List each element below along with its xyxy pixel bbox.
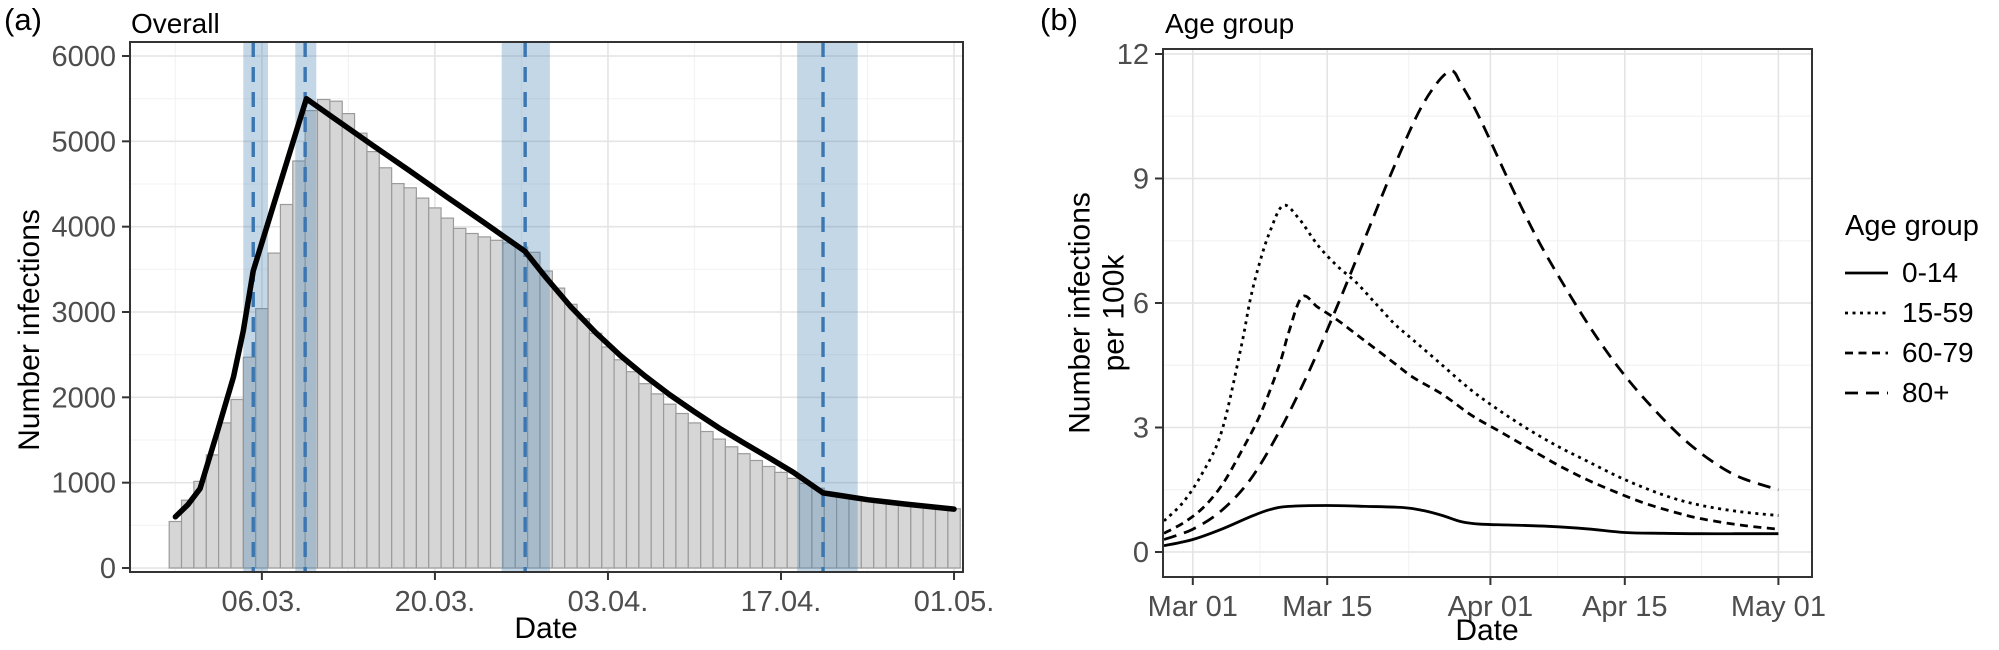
histogram-bar <box>564 303 578 569</box>
histogram-bar <box>440 217 455 569</box>
histogram-bar <box>428 207 442 569</box>
histogram-bar <box>662 403 677 569</box>
histogram-bar <box>761 465 776 569</box>
histogram-bar <box>860 499 875 569</box>
histogram-bar <box>279 203 294 569</box>
histogram-bar <box>551 287 566 569</box>
histogram-bar <box>218 422 232 569</box>
histogram-bar <box>588 332 603 569</box>
y-tick-label: 1000 <box>51 468 116 500</box>
histogram-bar <box>230 398 244 569</box>
model-fit-line <box>172 95 957 520</box>
histogram-bar <box>885 503 900 569</box>
legend-key-samples <box>1845 271 1888 395</box>
panel-a-title: Overall <box>131 8 220 39</box>
y-tick-label: 3000 <box>51 297 116 329</box>
gridlines-b <box>1163 49 1812 577</box>
histogram-bar <box>267 252 282 569</box>
histogram-bar <box>601 346 615 569</box>
histogram-bar <box>403 187 417 569</box>
histogram-bar <box>700 430 714 569</box>
x-tick-label: Mar 01 <box>1148 591 1238 623</box>
legend-label-15-59: 15-59 <box>1902 297 1974 328</box>
y-tick-label: 6000 <box>51 41 116 73</box>
histogram-bar <box>675 412 689 569</box>
histogram-bars <box>168 98 961 569</box>
legend-label-0-14: 0-14 <box>1902 257 1959 288</box>
panel-a-y-axis-title: Number infections <box>13 209 47 451</box>
histogram-bar <box>749 459 764 569</box>
histogram-bar <box>576 318 591 569</box>
histogram-bar <box>316 98 331 569</box>
histogram-bar <box>415 197 430 569</box>
y-tick-label: 2000 <box>51 382 116 414</box>
y-tick-label: 4000 <box>51 212 116 244</box>
x-tick-label: Mar 15 <box>1282 591 1372 623</box>
histogram-bar <box>934 507 949 569</box>
histogram-bar <box>625 371 640 569</box>
axes-b: 0 3 6 9 12 Mar 01 Mar 15 Apr 01 Apr 15 May 01 <box>1117 39 1826 623</box>
legend-label-60-79: 60-79 <box>1902 337 1974 368</box>
histogram-bar <box>391 183 405 569</box>
panel-b-x-axis-title: Date <box>1455 614 1519 647</box>
histogram-bar <box>712 438 726 569</box>
axes-a: 0 1000 2000 3000 4000 5000 6000 06.03. 20.03. 03.… <box>51 41 994 618</box>
panel-border <box>1162 48 1813 578</box>
histogram-bar <box>378 167 393 569</box>
histogram-bar <box>341 112 356 569</box>
histogram-bar <box>465 232 479 569</box>
histogram-bar <box>774 471 788 569</box>
x-tick-label: Apr 15 <box>1582 591 1667 623</box>
panel-border <box>129 41 964 573</box>
series-line-60-79 <box>1163 294 1779 535</box>
histogram-bar <box>168 520 183 569</box>
legend-label-80plus: 80+ <box>1902 377 1950 408</box>
histogram-bar <box>897 504 912 569</box>
x-tick-label: 06.03. <box>222 586 303 618</box>
histogram-bar <box>452 227 467 569</box>
histogram-bar <box>638 383 652 569</box>
histogram-bar <box>329 100 343 569</box>
x-tick-label: Apr 01 <box>1448 591 1533 623</box>
histogram-bar <box>724 446 739 569</box>
panel-b-letter: (b) <box>1040 2 1078 37</box>
series-line-15-59 <box>1163 203 1779 522</box>
y-tick-label: 5000 <box>51 126 116 158</box>
panel-b-y-axis-title-line1: Number infections <box>1063 192 1097 434</box>
histogram-bar <box>947 508 961 569</box>
histogram-bar <box>489 239 504 569</box>
histogram-bar <box>737 453 751 569</box>
x-tick-label: May 01 <box>1731 591 1826 623</box>
series-line-0-14 <box>1163 504 1779 548</box>
histogram-bar <box>910 505 924 569</box>
x-tick-label: 17.04. <box>741 586 822 618</box>
y-tick-label: 9 <box>1133 164 1149 196</box>
x-tick-label: 20.03. <box>395 586 476 618</box>
histogram-bar <box>354 132 368 569</box>
histogram-bar <box>477 236 492 569</box>
panel-b-y-axis-title: Number infections per 100k <box>1063 192 1130 434</box>
panel-b-title: Age group <box>1165 8 1295 39</box>
histogram-bar <box>873 501 887 569</box>
series-line-80+ <box>1163 69 1779 541</box>
y-tick-label: 0 <box>100 553 116 585</box>
x-tick-label: 03.04. <box>568 586 649 618</box>
x-tick-label: 01.05. <box>914 586 995 618</box>
panel-b-y-axis-title-line2: per 100k <box>1097 254 1130 372</box>
histogram-bar <box>205 454 220 569</box>
panel-a-x-axis-title: Date <box>514 612 578 645</box>
histogram-bar <box>687 422 702 569</box>
y-tick-label: 3 <box>1133 413 1149 445</box>
y-tick-label: 6 <box>1133 288 1149 320</box>
histogram-bar <box>366 151 380 569</box>
y-tick-label: 0 <box>1133 537 1149 569</box>
histogram-bar <box>650 393 665 569</box>
histogram-bar <box>613 359 628 569</box>
histogram-bar <box>922 506 937 569</box>
panel-a-letter: (a) <box>4 2 42 37</box>
legend-title: Age group <box>1845 210 1979 242</box>
y-tick-label: 12 <box>1117 39 1149 71</box>
